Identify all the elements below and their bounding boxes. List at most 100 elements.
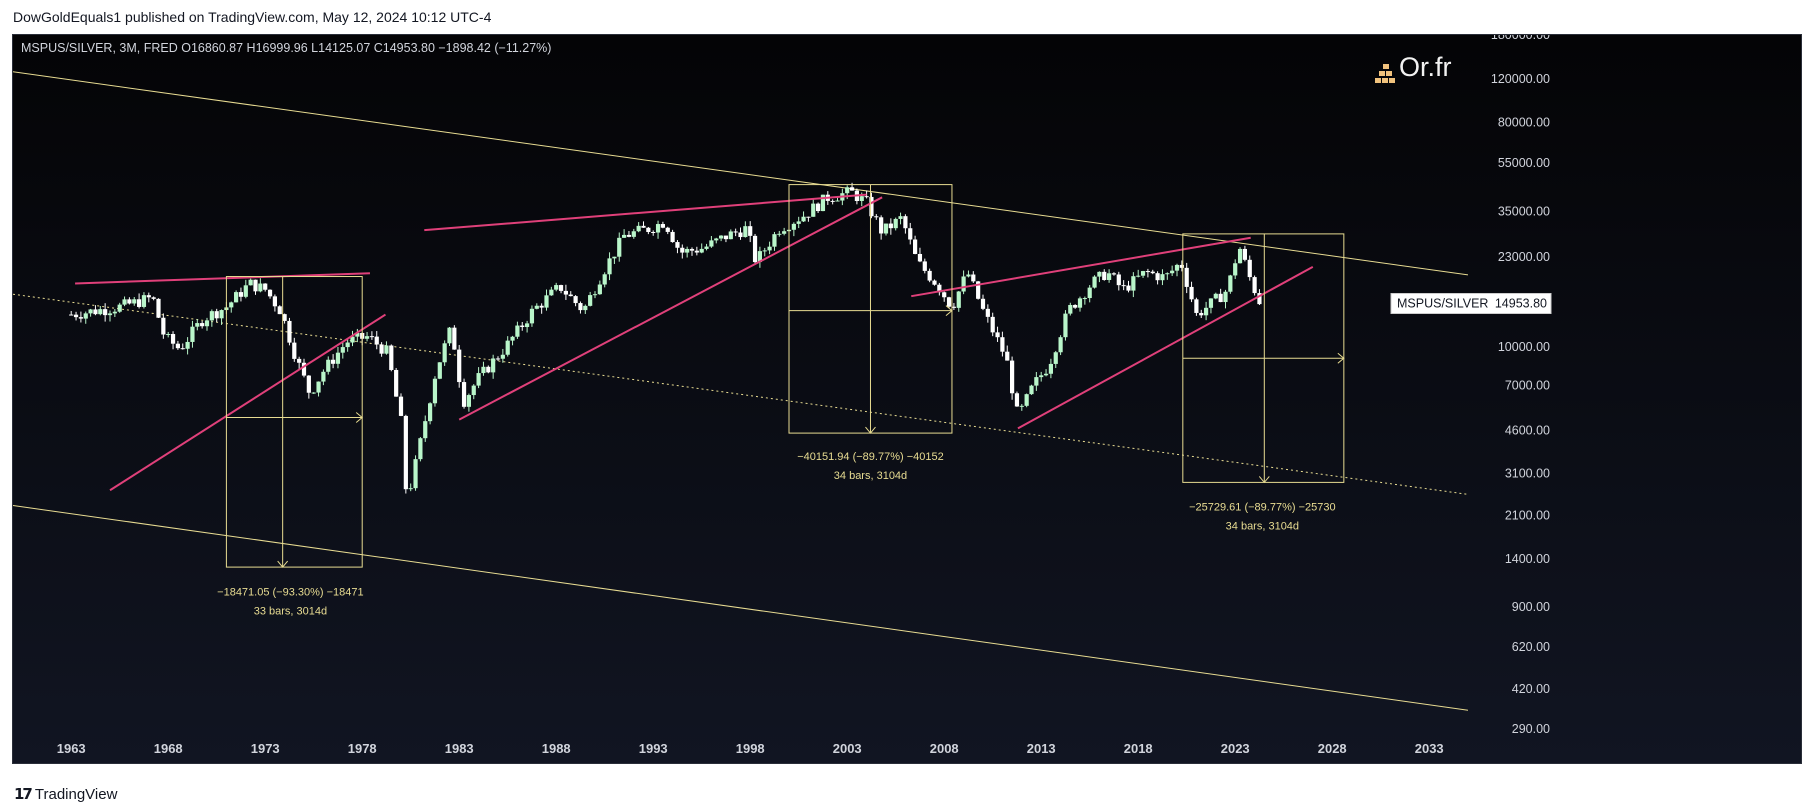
candle-body — [1179, 264, 1184, 268]
candle-body — [951, 306, 956, 308]
candle-body — [389, 345, 394, 370]
candle-body — [442, 343, 447, 363]
candle-body — [423, 421, 428, 439]
candle-body — [820, 194, 826, 212]
candle-body — [418, 438, 423, 460]
candle-body — [631, 231, 636, 237]
measure-label-change: −40151.94 (−89.77%) −40152 — [797, 451, 944, 463]
last-price-value: 14953.80 — [1495, 296, 1547, 310]
measure-arrow-down-icon — [865, 426, 876, 434]
candle-body — [107, 313, 113, 316]
candle-body — [1024, 394, 1029, 406]
candle-body — [297, 358, 302, 363]
candle-body — [234, 292, 239, 303]
symbol-legend: MSPUS/SILVER, 3M, FRED O16860.87 H16999.… — [21, 41, 551, 55]
candle-body — [510, 336, 515, 341]
candle-body — [1107, 273, 1112, 280]
candle-body — [1014, 393, 1020, 407]
candle-body — [1048, 363, 1053, 374]
trend-line-2 — [109, 313, 387, 492]
candle-body — [1184, 267, 1189, 287]
candle-body — [447, 327, 452, 344]
candle-body — [1218, 293, 1223, 303]
candle-body — [748, 226, 753, 236]
candle-body — [267, 289, 273, 297]
candle-body — [461, 382, 467, 407]
candle-body — [219, 310, 224, 319]
candle-body — [675, 242, 680, 248]
x-tick-label: 1973 — [251, 741, 280, 756]
candle-body — [1170, 270, 1175, 274]
watermark-logo — [1375, 64, 1395, 83]
publish-header: DowGoldEquals1 published on TradingView.… — [0, 0, 1814, 34]
candle-body — [321, 371, 326, 382]
candle-body — [1073, 304, 1078, 308]
candle-body — [204, 320, 210, 327]
candle-body — [1228, 275, 1233, 292]
candle-body — [331, 359, 336, 364]
candle-body — [1208, 298, 1214, 308]
candle-body — [355, 332, 360, 337]
candle-body — [680, 247, 685, 253]
candle-body — [1102, 271, 1107, 280]
candle-body — [1058, 337, 1063, 353]
candle-body — [898, 216, 903, 219]
price-chart[interactable]: MSPUS/SILVER, 3M, FRED O16860.87 H16999.… — [13, 35, 1803, 765]
candle-body — [1155, 273, 1160, 281]
candle-body — [767, 246, 772, 251]
candle-body — [515, 325, 520, 337]
candle-body — [403, 415, 408, 490]
candle-body — [777, 233, 782, 235]
gold-bars-icon — [1389, 78, 1395, 83]
candle-body — [597, 284, 602, 295]
x-tick-label: 1998 — [736, 741, 765, 756]
candle-body — [1005, 351, 1010, 361]
candle-body — [83, 313, 88, 319]
candle-body — [452, 327, 457, 350]
gold-bars-icon — [1383, 64, 1389, 69]
candle-body — [733, 231, 738, 233]
candle-body — [1213, 293, 1218, 299]
candle-body — [1092, 276, 1097, 288]
x-tick-label: 1993 — [639, 741, 668, 756]
candle-body — [752, 235, 758, 263]
candle-body — [762, 250, 767, 252]
candle-body — [243, 285, 248, 297]
y-tick-label: 620.00 — [1512, 640, 1550, 654]
candle-body — [801, 216, 806, 222]
candle-body — [942, 292, 947, 298]
x-tick-label: 2013 — [1027, 741, 1056, 756]
candle-body — [88, 309, 93, 314]
candle-body — [578, 303, 583, 311]
candle-body — [253, 279, 258, 292]
candle-body — [660, 224, 665, 228]
chart-panel[interactable]: MSPUS/SILVER, 3M, FRED O16860.87 H16999.… — [12, 34, 1802, 764]
candle-body — [835, 200, 840, 202]
candle-body — [874, 216, 879, 218]
tradingview-logo[interactable]: 17 TradingView — [14, 785, 117, 804]
candle-body — [588, 295, 593, 306]
candle-body — [995, 332, 1000, 338]
candle-body — [689, 248, 695, 251]
candle-body — [913, 239, 918, 254]
candle-body — [709, 240, 714, 247]
candle-body — [306, 375, 311, 393]
candle-body — [893, 218, 898, 229]
candle-body — [573, 296, 578, 304]
candle-body — [520, 325, 525, 328]
channel-midline-dotted — [13, 293, 1468, 495]
candle-body — [277, 306, 282, 315]
candle-body — [990, 316, 995, 333]
tradingview-brand: TradingView — [34, 786, 118, 803]
candle-body — [728, 231, 733, 240]
candle-body — [437, 362, 442, 379]
candle-body — [335, 352, 341, 364]
candle-body — [229, 302, 234, 308]
candle-body — [117, 304, 122, 312]
candle-body — [583, 305, 588, 311]
candle-body — [282, 314, 287, 321]
candle-body — [311, 392, 316, 394]
candle-body — [937, 284, 942, 293]
candle-body — [1199, 312, 1204, 316]
candle-body — [1010, 360, 1015, 394]
